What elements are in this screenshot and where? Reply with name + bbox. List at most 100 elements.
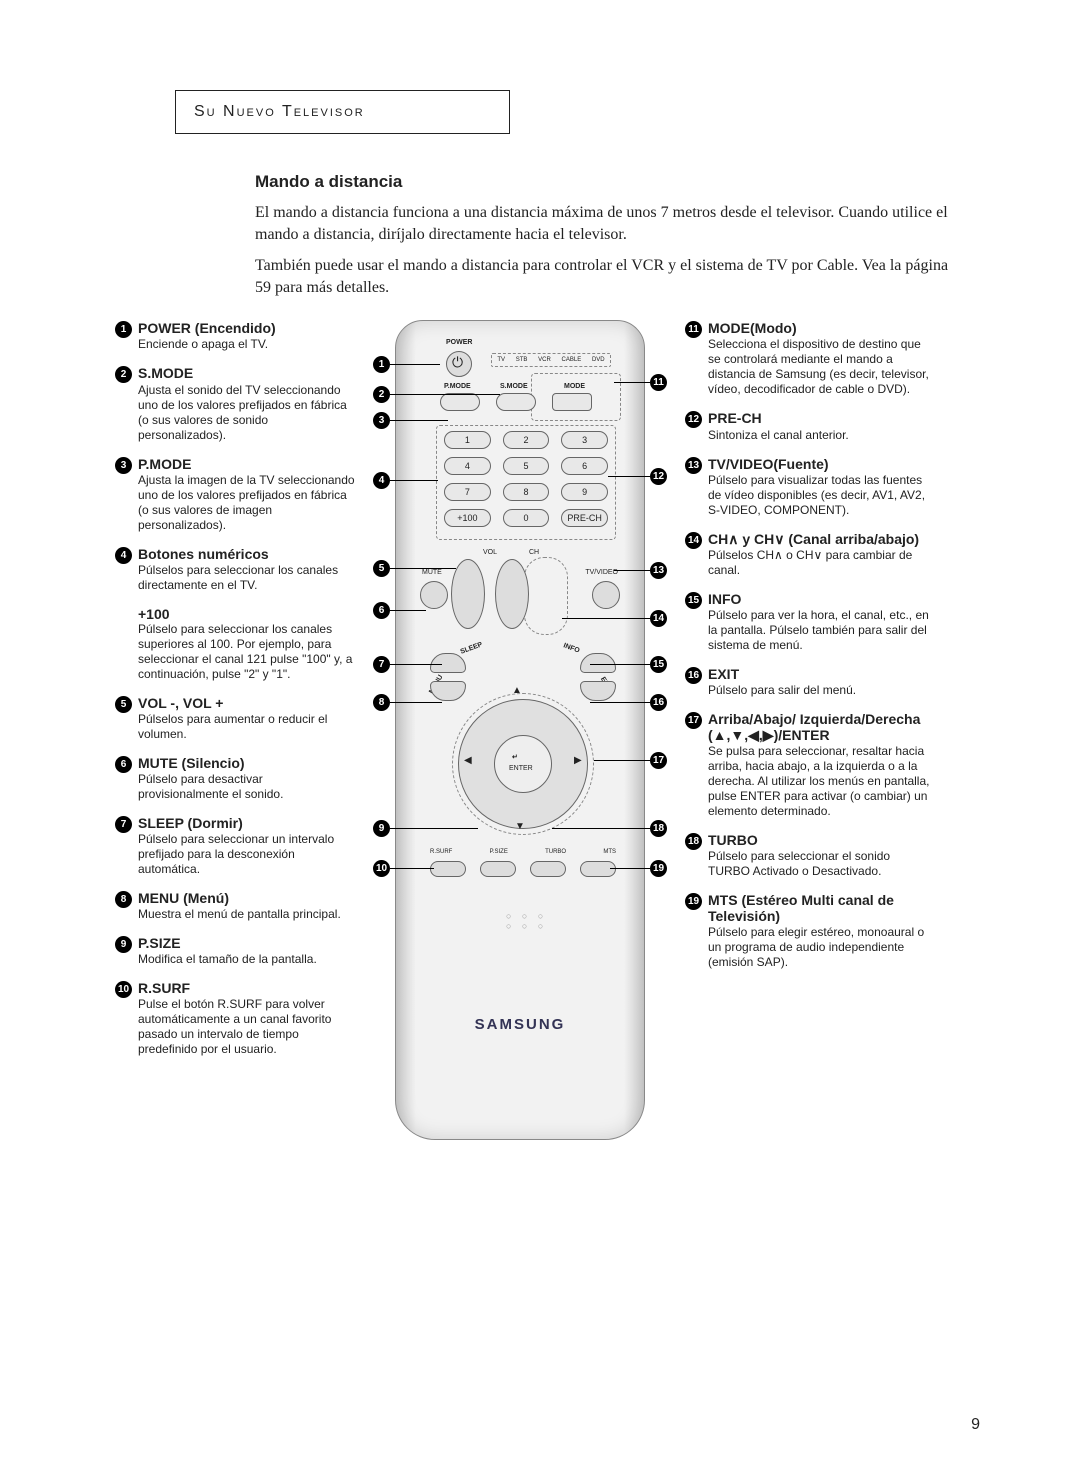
diag-dot-6: 6: [373, 602, 390, 619]
section-title: Mando a distancia: [255, 172, 980, 192]
lead-15: [590, 664, 650, 665]
exit-btn: [580, 681, 616, 701]
diag-dot-17: 17: [650, 752, 667, 769]
bullet: 9: [115, 936, 132, 953]
tri-right: ▶: [574, 755, 582, 766]
d4: CABLE: [562, 357, 582, 363]
item-title: MENU (Menú): [138, 890, 355, 906]
lead-17: [594, 760, 650, 761]
btm-labels: R.SURF P.SIZE TURBO MTS: [430, 849, 616, 855]
header-box: Su Nuevo Televisor: [175, 90, 510, 134]
ch-dash: [524, 557, 568, 635]
item-title: MODE(Modo): [708, 320, 935, 336]
item-desc: Púlselo para ver la hora, el canal, etc.…: [708, 608, 935, 653]
bullet: 2: [115, 366, 132, 383]
left-column: 1 POWER (Encendido) Enciende o apaga el …: [115, 320, 355, 1140]
item-desc: Púlselo para visualizar todas las fuente…: [708, 473, 935, 518]
item-desc: Modifica el tamaño de la pantalla.: [138, 952, 355, 967]
item-title: MTS (Estéreo Multi canal de Televisión): [708, 892, 935, 924]
mts-label: MTS: [603, 849, 616, 855]
lead-4: [390, 480, 438, 481]
menu-btn: [430, 681, 466, 701]
item-desc: Púlselo para desactivar provisionalmente…: [138, 772, 355, 802]
lead-8: [390, 702, 442, 703]
item-menu: 8 MENU (Menú) Muestra el menú de pantall…: [115, 890, 355, 922]
item-info: 15 INFO Púlselo para ver la hora, el can…: [685, 591, 935, 653]
power-button: [446, 351, 472, 377]
enter-label: ENTER: [509, 765, 533, 772]
bullet: 6: [115, 756, 132, 773]
num1: 1: [444, 431, 491, 449]
bullet: 3: [115, 457, 132, 474]
dots: ○ ○ ○○ ○ ○: [506, 911, 547, 931]
item-pmode: 3 P.MODE Ajusta la imagen de la TV selec…: [115, 456, 355, 533]
item-tvvideo: 13 TV/VIDEO(Fuente) Púlselo para visuali…: [685, 456, 935, 518]
page-number: 9: [971, 1416, 980, 1434]
item-mode: 11 MODE(Modo) Selecciona el dispositivo …: [685, 320, 935, 397]
item-title: R.SURF: [138, 980, 355, 996]
num2: 2: [503, 431, 550, 449]
item-title: EXIT: [708, 666, 935, 682]
power-label: POWER: [446, 339, 472, 346]
psize-btn: [480, 861, 516, 877]
item-title: INFO: [708, 591, 935, 607]
bullet: 13: [685, 457, 702, 474]
rsurf-btn: [430, 861, 466, 877]
diag-dot-5: 5: [373, 560, 390, 577]
diag-dot-14: 14: [650, 610, 667, 627]
item-desc: Se pulsa para seleccionar, resaltar haci…: [708, 744, 935, 819]
lead-9: [390, 828, 478, 829]
lead-5: [390, 568, 456, 569]
item-title: CH∧ y CH∨ (Canal arriba/abajo): [708, 531, 935, 547]
sleep-btn: [430, 653, 466, 673]
diag-dot-4: 4: [373, 472, 390, 489]
item-desc: Púlselos CH∧ o CH∨ para cambiar de canal…: [708, 548, 935, 578]
item-prech: 12 PRE-CH Sintoniza el canal anterior.: [685, 410, 935, 442]
num8: 8: [503, 483, 550, 501]
mode-label: MODE: [564, 383, 585, 390]
plus100: +100: [444, 509, 491, 527]
item-mute: 6 MUTE (Silencio) Púlselo para desactiva…: [115, 755, 355, 802]
item-desc: Púlselo para elegir estéreo, monoaural o…: [708, 925, 935, 970]
d5: DVD: [592, 357, 605, 363]
diag-dot-11: 11: [650, 374, 667, 391]
pmode-btn: [440, 393, 480, 411]
lead-16: [590, 702, 650, 703]
tri-down: ▼: [515, 821, 525, 832]
bullet: 15: [685, 592, 702, 609]
lead-14: [562, 618, 650, 619]
item-sleep: 7 SLEEP (Dormir) Púlselo para selecciona…: [115, 815, 355, 877]
vol-label: VOL: [483, 549, 497, 556]
remote-column: POWER TV STB VCR CABLE DVD P.MODE S.MODE…: [375, 320, 665, 1140]
item-psize: 9 P.SIZE Modifica el tamaño de la pantal…: [115, 935, 355, 967]
brand-label: SAMSUNG: [396, 1016, 644, 1033]
columns: 1 POWER (Encendido) Enciende o apaga el …: [115, 320, 980, 1140]
lead-12: [608, 476, 650, 477]
vol-rocker: [451, 559, 485, 629]
d3: VCR: [538, 357, 551, 363]
item-desc: Ajusta el sonido del TV seleccionando un…: [138, 383, 355, 443]
item-title: P.SIZE: [138, 935, 355, 951]
diag-dot-10: 10: [373, 860, 390, 877]
lead-1: [390, 364, 440, 365]
item-plus100: +100 Púlselo para seleccionar los canale…: [138, 606, 355, 682]
intro-paragraph-1: El mando a distancia funciona a una dist…: [255, 202, 955, 245]
item-desc: Sintoniza el canal anterior.: [708, 428, 935, 443]
item-title: VOL -, VOL +: [138, 695, 355, 711]
intro-paragraph-2: También puede usar el mando a distancia …: [255, 255, 955, 298]
item-ch: 14 CH∧ y CH∨ (Canal arriba/abajo) Púlsel…: [685, 531, 935, 578]
right-column: 11 MODE(Modo) Selecciona el dispositivo …: [685, 320, 935, 1140]
pmode-label: P.MODE: [444, 383, 471, 390]
mode-btn: [552, 393, 592, 411]
diag-dot-18: 18: [650, 820, 667, 837]
item-power: 1 POWER (Encendido) Enciende o apaga el …: [115, 320, 355, 352]
item-desc: Pulse el botón R.SURF para volver automá…: [138, 997, 355, 1057]
remote-control: POWER TV STB VCR CABLE DVD P.MODE S.MODE…: [395, 320, 645, 1140]
bullet: 16: [685, 667, 702, 684]
nav-inner: [494, 735, 552, 793]
d1: TV: [497, 357, 505, 363]
item-smode: 2 S.MODE Ajusta el sonido del TV selecci…: [115, 365, 355, 442]
header-text: Su Nuevo Televisor: [194, 103, 365, 120]
bullet: 11: [685, 321, 702, 338]
item-arrows: 17 Arriba/Abajo/ Izquierda/Derecha (▲,▼,…: [685, 711, 935, 819]
